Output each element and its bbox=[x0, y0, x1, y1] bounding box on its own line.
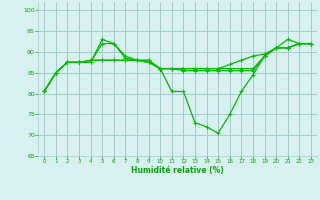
X-axis label: Humidité relative (%): Humidité relative (%) bbox=[131, 166, 224, 175]
